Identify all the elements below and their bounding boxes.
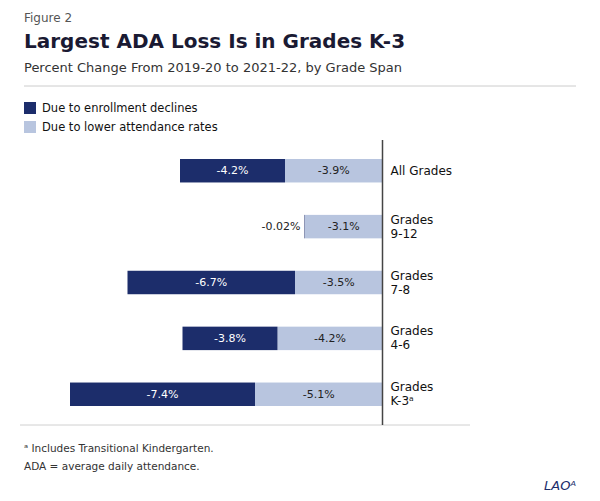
category-label-line: 4-6: [391, 338, 411, 352]
category-label-line: Grades: [391, 213, 434, 227]
bar: [285, 159, 383, 182]
data-label: -3.8%: [214, 332, 246, 345]
legend-swatch: [24, 102, 36, 114]
category-label-line: Grades: [391, 380, 434, 394]
title: Largest ADA Loss Is in Grades K-3: [24, 29, 405, 53]
bar: [295, 271, 383, 294]
bar: [255, 383, 383, 406]
separator: [24, 86, 576, 87]
category-label-line: K-3ᵃ: [391, 394, 414, 408]
bar: [128, 271, 296, 294]
data-labels: -3.9% -4.2% -3.1% -0.02% -3.5% -6.7% -4.2% -3.8…: [147, 164, 360, 401]
figure-label: Figure 2: [24, 11, 72, 25]
footnote: ADA = average daily attendance.: [24, 460, 200, 472]
data-label: -0.02%: [262, 220, 301, 233]
bars: [70, 159, 383, 406]
category-label-line: All Grades: [391, 164, 453, 178]
bar: [305, 215, 383, 238]
data-label: -6.7%: [195, 276, 227, 289]
data-label: -5.1%: [303, 388, 335, 401]
data-label: -3.5%: [323, 276, 355, 289]
category-label-line: 7-8: [391, 283, 411, 297]
data-label: -7.4%: [147, 388, 179, 401]
category-label: Grades4-6: [391, 324, 434, 352]
chart: Figure 2 Largest ADA Loss Is in Grades K-…: [0, 0, 600, 501]
bar: [180, 159, 285, 182]
bar: [278, 327, 383, 350]
category-label: All Grades: [391, 164, 453, 178]
data-label: -4.2%: [314, 332, 346, 345]
bar: [304, 215, 306, 238]
legend-swatch: [24, 121, 36, 133]
category-label: Grades7-8: [391, 269, 434, 297]
subtitle: Percent Change From 2019-20 to 2021-22, …: [24, 60, 402, 75]
footnote: ᵃ Includes Transitional Kindergarten.: [24, 442, 214, 454]
data-label: -3.9%: [318, 164, 350, 177]
x-axis-line: [20, 425, 470, 426]
bar: [183, 327, 278, 350]
data-label: -3.1%: [328, 220, 360, 233]
bar: [70, 383, 255, 406]
category-label-line: Grades: [391, 269, 434, 283]
logo: LAOᴬ: [544, 478, 576, 493]
category-label: Grades9-12: [391, 213, 434, 241]
category-label-line: 9-12: [391, 227, 418, 241]
legend-label: Due to lower attendance rates: [42, 120, 218, 134]
data-label: -4.2%: [217, 164, 249, 177]
legend-label: Due to enrollment declines: [42, 101, 198, 115]
category-label: GradesK-3ᵃ: [391, 380, 434, 408]
legend: Due to enrollment declines Due to lower a…: [24, 101, 218, 134]
zero-line: [382, 140, 384, 425]
category-label-line: Grades: [391, 324, 434, 338]
